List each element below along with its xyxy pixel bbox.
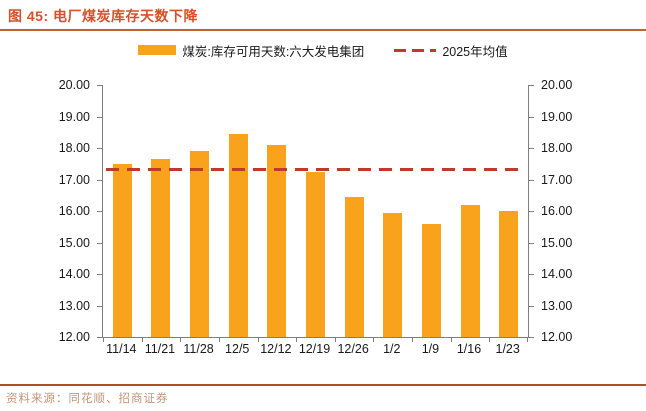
x-tick-mark <box>257 338 259 342</box>
y-tick-label: 17.00 <box>58 172 90 187</box>
x-tick-label: 1/2 <box>383 342 401 356</box>
x-tick-mark <box>334 338 336 342</box>
x-tick-mark <box>412 338 414 342</box>
x-tick-label: 12/12 <box>260 342 292 356</box>
y-tick-mark <box>97 179 102 181</box>
y-axis-left: 20.00 19.00 18.00 17.00 16.00 15.00 14.00 13.00… <box>0 78 96 344</box>
bar <box>499 211 519 337</box>
legend-item-mean-line: 2025年均值 <box>394 41 508 60</box>
y-tick-mark <box>529 148 534 149</box>
y-tick-mark <box>97 305 102 307</box>
x-tick-mark <box>296 338 298 342</box>
bar <box>306 171 325 337</box>
y-tick-mark <box>97 242 102 244</box>
x-tick-label: 11/21 <box>144 342 176 356</box>
legend-dashed-line-icon <box>394 48 437 52</box>
bar <box>344 196 364 337</box>
y-tick-mark <box>529 337 534 338</box>
x-tick-label: 1/23 <box>495 342 520 356</box>
x-tick-mark <box>180 338 182 342</box>
x-tick-label: 12/5 <box>225 342 250 356</box>
y-tick-label: 13.00 <box>541 298 573 313</box>
y-tick-mark <box>529 274 534 275</box>
plot-area <box>97 85 534 342</box>
y-tick-mark <box>97 85 102 86</box>
x-tick-mark <box>373 338 375 342</box>
y-tick-label: 20.00 <box>541 78 573 92</box>
x-tick-mark <box>527 338 528 342</box>
chart-title: 图 45: 电厂煤炭库存天数下降 <box>8 8 199 24</box>
x-tick-mark <box>218 338 220 342</box>
bar <box>228 133 248 337</box>
y-tick-label: 14.00 <box>58 267 90 281</box>
y-tick-mark <box>529 211 534 212</box>
x-tick-mark <box>103 338 104 342</box>
y-tick-mark <box>529 116 534 118</box>
title-divider <box>0 29 646 31</box>
legend-line-label: 2025年均值 <box>442 44 508 59</box>
y-tick-mark <box>529 179 534 181</box>
y-tick-label: 12.00 <box>541 330 573 344</box>
y-tick-mark <box>97 274 102 275</box>
y-tick-label: 19.00 <box>58 109 90 124</box>
bar <box>421 223 441 337</box>
chart-legend: 煤炭:库存可用天数:六大发电集团 2025年均值 <box>0 41 646 59</box>
bar <box>151 159 171 337</box>
y-tick-label: 15.00 <box>541 235 573 250</box>
y-tick-mark <box>529 85 534 86</box>
y-tick-mark <box>97 116 102 118</box>
y-tick-label: 18.00 <box>541 141 573 155</box>
bar <box>460 204 480 337</box>
y-tick-mark <box>97 211 102 212</box>
bar <box>267 144 287 337</box>
bar <box>383 212 403 337</box>
x-tick-mark <box>489 338 491 342</box>
y-tick-label: 16.00 <box>58 204 90 218</box>
y-tick-label: 15.00 <box>58 235 90 250</box>
bar <box>112 163 132 337</box>
x-tick-label: 1/16 <box>456 342 482 356</box>
legend-bar-label: 煤炭:库存可用天数:六大发电集团 <box>182 44 365 59</box>
y-axis-right: 20.00 19.00 18.00 17.00 16.00 15.00 14.00 13.00… <box>535 78 605 344</box>
y-tick-label: 18.00 <box>58 141 90 155</box>
x-tick-label: 11/28 <box>183 342 214 356</box>
x-tick-mark <box>450 338 452 342</box>
y-tick-label: 17.00 <box>541 172 573 187</box>
y-tick-label: 19.00 <box>541 109 573 124</box>
legend-item-bars: 煤炭:库存可用天数:六大发电集团 <box>138 41 364 60</box>
x-axis: 11/14 11/21 11/28 12/5 12/12 12/19 12/26 1/2 1/9… <box>102 342 527 358</box>
y-tick-mark <box>529 242 534 244</box>
x-tick-label: 11/14 <box>106 342 137 356</box>
y-tick-label: 12.00 <box>58 330 90 344</box>
x-tick-mark <box>141 338 143 342</box>
y-tick-label: 20.00 <box>58 78 90 92</box>
y-tick-mark <box>97 337 102 338</box>
bar <box>190 151 210 337</box>
y-tick-label: 14.00 <box>541 267 573 281</box>
x-tick-label: 1/9 <box>421 342 440 356</box>
x-tick-label: 12/26 <box>337 342 369 356</box>
source-note: 资料来源：同花顺、招商证券 <box>6 393 169 405</box>
footer-divider <box>0 384 646 386</box>
y-tick-mark <box>97 148 102 149</box>
mean-line <box>106 168 521 172</box>
legend-bar-swatch-icon <box>138 45 177 55</box>
y-tick-label: 16.00 <box>541 204 573 218</box>
y-tick-label: 13.00 <box>58 298 90 313</box>
x-tick-label: 12/19 <box>298 342 331 356</box>
y-tick-mark <box>529 305 534 307</box>
